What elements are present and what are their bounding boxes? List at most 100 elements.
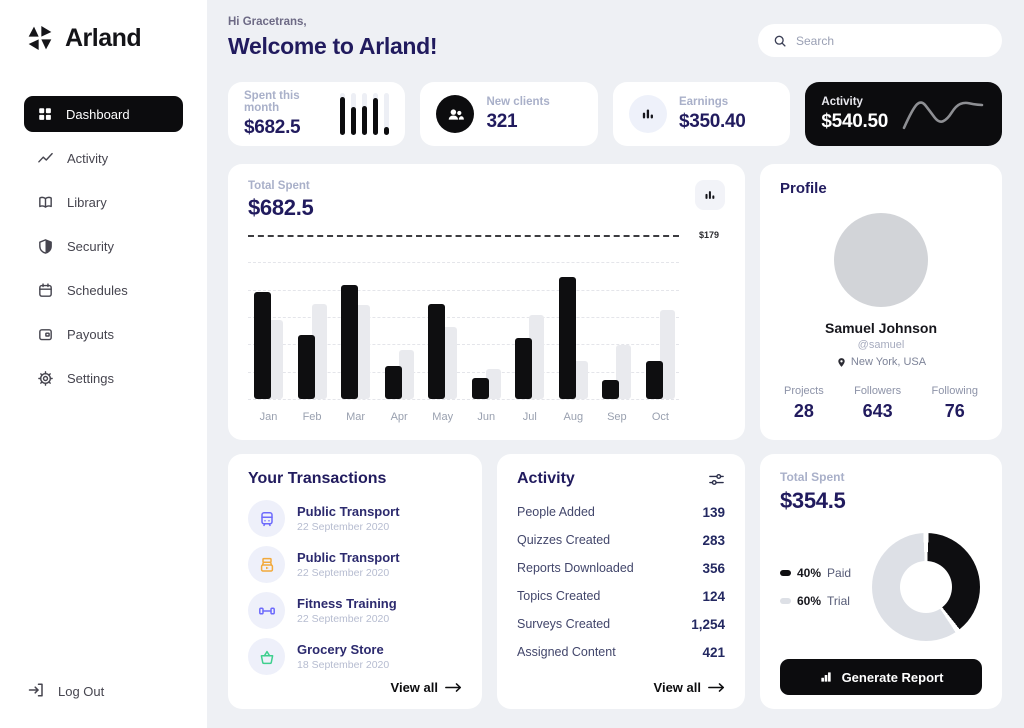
- transaction-item[interactable]: Fitness Training 22 September 2020: [248, 592, 462, 629]
- transaction-item[interactable]: Public Transport 22 September 2020: [248, 500, 462, 537]
- legend-percent: 60%: [797, 593, 822, 608]
- schedules-calendar-icon: [37, 282, 54, 299]
- chart-value: $682.5: [248, 195, 314, 220]
- search-input[interactable]: [796, 33, 987, 48]
- stat-value: $540.50: [821, 110, 888, 132]
- profile-stat-value: 28: [793, 401, 814, 421]
- arland-logo-icon: [24, 22, 56, 54]
- chart-month-column: Apr: [384, 235, 414, 423]
- bar-spent: [428, 304, 446, 399]
- transaction-texts: Public Transport 22 September 2020: [297, 550, 400, 579]
- reference-line: [248, 235, 679, 237]
- stat-card-activity[interactable]: Activity $540.50: [805, 82, 1002, 146]
- mini-bar-fill: [384, 126, 390, 135]
- sidebar-item-label: Security: [67, 238, 114, 254]
- chart-month-column: Jun: [471, 235, 501, 423]
- stat-cards-row: Spent this month $682.5 New clients 3: [228, 82, 1002, 146]
- sidebar-item-label: Library: [67, 194, 107, 210]
- transactions-view-all-link[interactable]: View all: [391, 680, 462, 695]
- location-pin-icon: [836, 357, 847, 368]
- gridline: [248, 344, 679, 346]
- payouts-card-icon: [37, 326, 54, 343]
- chart-month-column: Jul: [515, 235, 545, 423]
- sidebar-item-payouts[interactable]: Payouts: [24, 316, 183, 352]
- chart-type-button[interactable]: [695, 180, 725, 210]
- stat-card-spent-this-month[interactable]: Spent this month $682.5: [228, 82, 406, 146]
- bar-chart-plot: $179 Jan Feb Mar Apr May Jun Jul Aug Sep Oct: [248, 230, 725, 423]
- legend-name: Trial: [827, 593, 850, 608]
- mini-bar-track: [351, 93, 357, 135]
- legend-percent: 40%: [797, 565, 822, 580]
- stat-value: $350.40: [678, 110, 746, 132]
- profile-stat-label: Projects: [784, 385, 824, 397]
- month-label: May: [432, 411, 454, 423]
- brand-logo: Arland: [24, 22, 183, 54]
- month-label: Jun: [477, 411, 496, 423]
- logout-icon: [27, 681, 45, 702]
- mini-bar-track: [362, 93, 368, 135]
- summary-label: Total Spent: [780, 470, 845, 484]
- transaction-date: 22 September 2020: [297, 613, 390, 625]
- chart-month-column: Aug: [558, 235, 588, 423]
- month-label: Apr: [390, 411, 408, 423]
- donut-chart: [872, 532, 980, 641]
- sidebar-item-settings[interactable]: Settings: [24, 360, 183, 396]
- sidebar-item-activity[interactable]: Activity: [24, 140, 183, 176]
- avatar[interactable]: [834, 213, 928, 307]
- transaction-item[interactable]: Public Transport 22 September 2020: [248, 546, 462, 583]
- generate-report-label: Generate Report: [841, 669, 944, 685]
- transaction-texts: Public Transport 22 September 2020: [297, 504, 400, 533]
- chart-label: Total Spent: [248, 180, 310, 192]
- activity-row: People Added 139: [517, 498, 725, 526]
- chart-month-column: Feb: [297, 235, 327, 423]
- mini-bar-track: [384, 93, 390, 135]
- generate-report-button[interactable]: Generate Report: [780, 659, 982, 695]
- chart-gridlines: $179: [248, 230, 719, 400]
- profile-stat-label: Followers: [854, 385, 902, 397]
- bar-spent: [254, 292, 271, 399]
- stat-card-new-clients[interactable]: New clients 321: [420, 82, 598, 146]
- bar-spent: [558, 277, 576, 399]
- people-icon: [436, 95, 475, 133]
- bar-average: [398, 350, 414, 399]
- transaction-date: 22 September 2020: [297, 567, 390, 579]
- sidebar-item-dashboard[interactable]: Dashboard: [24, 96, 183, 132]
- security-shield-icon: [37, 238, 54, 255]
- library-book-icon: [37, 194, 54, 211]
- month-label: Jan: [259, 411, 278, 423]
- mini-bar-chart: [340, 93, 390, 135]
- chart-bar-pair: [428, 235, 458, 399]
- chart-bar-pair: [384, 235, 414, 399]
- stat-card-earnings[interactable]: Earnings $350.40: [612, 82, 791, 146]
- logout-button[interactable]: Log Out: [24, 681, 183, 702]
- chart-month-column: Jan: [254, 235, 283, 423]
- bar-spent: [384, 366, 402, 399]
- profile-stat-following: Following 76: [932, 385, 978, 422]
- dumbbell-icon: [248, 592, 285, 629]
- transaction-item[interactable]: Grocery Store 18 September 2020: [248, 638, 462, 675]
- profile-name: Samuel Johnson: [824, 320, 938, 336]
- bar-chart-icon: [628, 95, 667, 133]
- legend-swatch: [780, 569, 791, 576]
- chart-month-column: May: [428, 235, 458, 423]
- reference-line-label: $179: [698, 230, 719, 240]
- activity-view-all-link[interactable]: View all: [654, 680, 725, 695]
- sidebar-item-security[interactable]: Security: [24, 228, 183, 264]
- search-box[interactable]: [758, 24, 1002, 57]
- filter-sliders-icon[interactable]: [708, 471, 725, 488]
- stat-value: 321: [486, 110, 518, 132]
- cash-register-icon: [248, 546, 285, 583]
- bus-icon: [248, 500, 285, 537]
- sidebar: Arland Dashboard Activity Library Security S…: [0, 0, 207, 728]
- profile-stat-projects: Projects 28: [784, 385, 824, 422]
- sidebar-item-library[interactable]: Library: [24, 184, 183, 220]
- sidebar-item-schedules[interactable]: Schedules: [24, 272, 183, 308]
- activity-rows: People Added 139 Quizzes Created 283 Reports…: [517, 498, 725, 666]
- total-spent-chart-card: Total Spent $682.5 $179: [228, 164, 745, 440]
- chart-bar-pair: [645, 235, 675, 399]
- stat-label: New clients: [486, 95, 550, 108]
- profile-title: Profile: [780, 180, 827, 197]
- middle-row: Total Spent $682.5 $179: [228, 164, 1002, 440]
- profile-stat-value: 643: [862, 401, 893, 421]
